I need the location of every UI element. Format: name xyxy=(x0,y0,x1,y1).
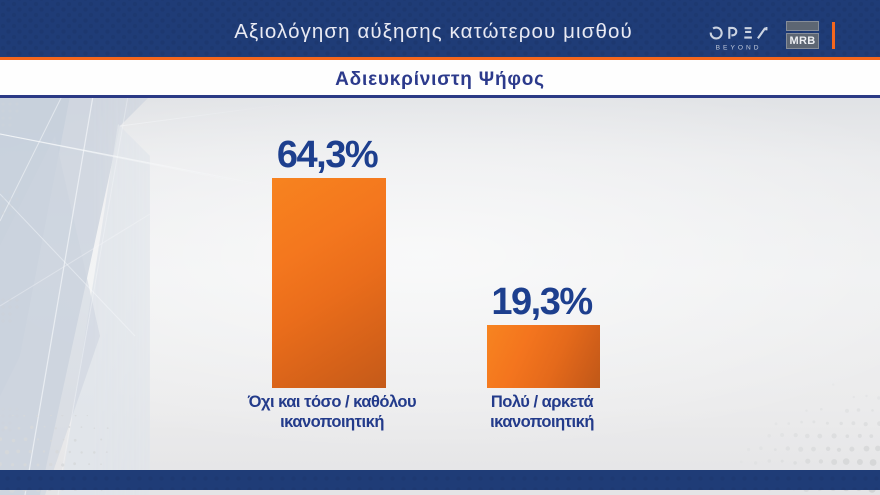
svg-text:BEYOND: BEYOND xyxy=(716,44,762,51)
